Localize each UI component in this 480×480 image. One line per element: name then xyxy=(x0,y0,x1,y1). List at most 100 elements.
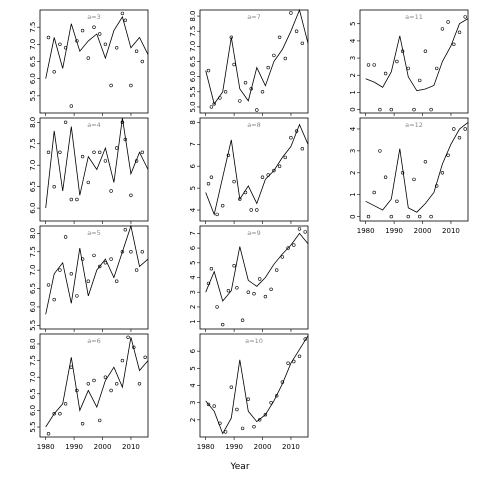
data-point xyxy=(97,418,102,423)
data-point xyxy=(429,214,433,219)
y-tick-label: 4 xyxy=(349,38,357,43)
data-point xyxy=(232,62,236,67)
data-point xyxy=(52,70,56,74)
data-point xyxy=(366,214,371,219)
data-point xyxy=(378,149,382,153)
y-tick-label: 7.5 xyxy=(29,22,37,33)
data-point xyxy=(120,11,125,16)
data-point xyxy=(46,150,51,155)
data-point xyxy=(52,412,56,416)
data-point xyxy=(80,28,85,33)
data-point xyxy=(277,35,282,39)
data-point xyxy=(215,212,219,217)
panel-frame xyxy=(39,117,149,222)
data-point xyxy=(297,227,302,231)
data-point xyxy=(235,286,239,290)
data-point xyxy=(209,175,214,179)
y-tick-label: 5.5 xyxy=(29,90,37,101)
data-point xyxy=(292,243,296,247)
data-point xyxy=(123,18,128,22)
data-point xyxy=(300,41,304,45)
data-point xyxy=(275,394,279,398)
data-point xyxy=(372,63,376,67)
data-point xyxy=(395,199,399,204)
y-tick-label: 7.0 xyxy=(189,41,197,52)
data-point xyxy=(243,80,248,85)
y-tick-label: 6.0 xyxy=(29,203,37,214)
y-tick-label: 6 xyxy=(189,348,197,353)
data-point xyxy=(114,146,119,150)
data-point xyxy=(232,179,236,184)
panel-title: a=7 xyxy=(247,13,261,21)
series-line xyxy=(205,8,309,105)
y-tick-label: 1 xyxy=(349,90,357,94)
data-point xyxy=(240,318,245,322)
data-point xyxy=(109,83,113,88)
data-point xyxy=(395,59,399,64)
x-axis-tick-labels: 1980 1990 2000 2010 1980 1990 2000 2010 1980 1990… xyxy=(37,227,460,451)
panel-a-12: a=12 0 1 2 3 4 xyxy=(349,117,469,224)
data-point xyxy=(260,90,265,94)
y-tick-label: 6 xyxy=(189,163,197,168)
data-point xyxy=(226,153,231,158)
data-point xyxy=(58,268,62,272)
data-point xyxy=(246,397,251,401)
panel-a-5: a=5 5.5 6.0 6.5 7.0 7.5 8.0 xyxy=(29,224,149,332)
y-tick-label: 6.5 xyxy=(29,181,37,192)
data-point xyxy=(263,294,268,299)
data-point xyxy=(235,407,239,412)
data-point xyxy=(215,305,219,309)
data-point xyxy=(120,358,125,363)
panel-a-7: a=7 5.0 5.5 6.0 6.5 7.0 7.5 8.0 xyxy=(189,8,309,116)
data-point xyxy=(418,78,422,83)
data-point xyxy=(260,175,265,179)
y-tick-label: 5.5 xyxy=(29,320,37,331)
data-point xyxy=(378,107,382,112)
data-point xyxy=(238,197,242,201)
data-point xyxy=(109,189,113,193)
y-tick-label: 7 xyxy=(189,231,197,235)
data-point xyxy=(457,30,462,34)
data-point xyxy=(283,155,287,160)
data-point xyxy=(123,137,128,142)
data-point xyxy=(297,354,302,358)
x-tick-label: 2010 xyxy=(442,227,460,235)
data-point xyxy=(223,90,228,94)
data-point xyxy=(269,287,273,291)
data-point xyxy=(52,185,56,189)
data-point xyxy=(463,127,467,131)
x-tick-label: 1990 xyxy=(65,443,83,451)
data-point xyxy=(255,208,259,212)
panel-frame xyxy=(359,9,469,114)
y-tick-label: 6.5 xyxy=(29,56,37,67)
data-point xyxy=(75,294,79,298)
y-tick-label: 7.0 xyxy=(29,372,37,383)
y-tick-label: 3 xyxy=(189,290,197,294)
data-point xyxy=(75,197,79,202)
data-point xyxy=(303,337,307,341)
data-point xyxy=(212,102,216,106)
x-tick-label: 2000 xyxy=(94,443,112,451)
data-point xyxy=(209,105,214,109)
panel-frame xyxy=(199,333,309,438)
data-point xyxy=(240,426,245,431)
data-point xyxy=(134,49,139,53)
data-point xyxy=(120,120,125,125)
panel-frame xyxy=(199,9,309,114)
panel-a-9: a=9 1 2 3 4 5 6 7 xyxy=(189,225,309,332)
data-point xyxy=(58,150,62,155)
panel-frame xyxy=(39,333,149,438)
data-point xyxy=(266,65,270,70)
data-point xyxy=(140,150,145,155)
y-tick-label: 8 xyxy=(189,120,197,124)
x-axis-title: Year xyxy=(229,462,249,472)
y-tick-label: 5.0 xyxy=(189,101,197,112)
data-point xyxy=(140,250,145,254)
small-multiples-grid: a=3 5.5 6.0 6.5 7.0 7.5 a=7 5.0 5.5 6.0 6.5 7.0 7.5 8… xyxy=(29,8,469,440)
data-point xyxy=(120,250,125,254)
data-point xyxy=(69,365,74,369)
y-tick-label: 2 xyxy=(349,73,357,77)
data-point xyxy=(446,153,450,158)
data-point xyxy=(97,32,102,36)
data-point xyxy=(435,66,439,71)
